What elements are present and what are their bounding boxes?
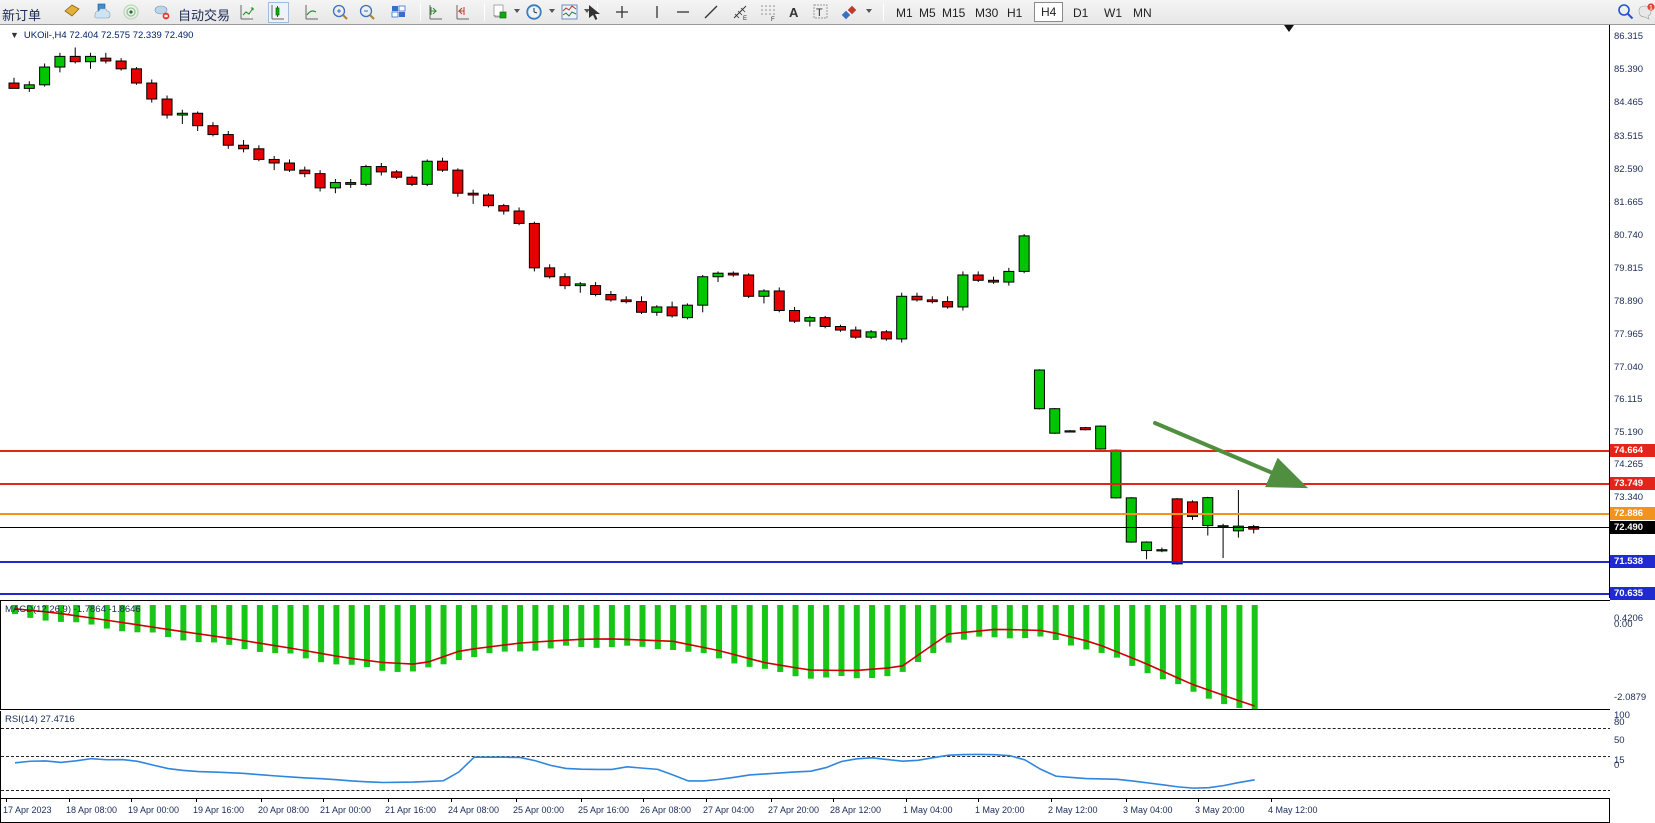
svg-text:A: A xyxy=(789,5,799,20)
svg-text:E: E xyxy=(743,16,747,22)
svg-text:F: F xyxy=(771,17,775,22)
svg-text:T: T xyxy=(816,7,823,19)
